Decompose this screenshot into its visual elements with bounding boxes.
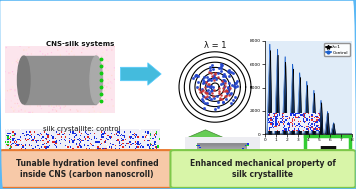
Text: Tunable hydration level confined
inside CNS (carbon nanoscroll): Tunable hydration level confined inside … — [16, 159, 158, 179]
Ellipse shape — [90, 56, 103, 104]
FancyArrow shape — [120, 63, 161, 85]
Text: Enhanced mechanical property of
silk crystallite: Enhanced mechanical property of silk cry… — [190, 159, 336, 179]
Legend: λ=1, Control: λ=1, Control — [324, 43, 350, 56]
Text: silk crystallite: control: silk crystallite: control — [43, 126, 121, 132]
Text: CNS-silk systems: CNS-silk systems — [46, 41, 114, 47]
Text: F: F — [317, 146, 338, 174]
FancyArrow shape — [188, 130, 223, 148]
Text: λ = 1: λ = 1 — [204, 41, 226, 50]
Bar — [24, 56, 96, 104]
Ellipse shape — [17, 56, 30, 104]
